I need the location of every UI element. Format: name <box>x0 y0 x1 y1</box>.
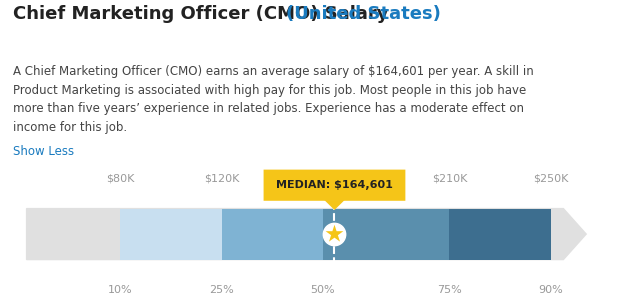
Text: (United States): (United States) <box>286 5 441 23</box>
Text: Show Less: Show Less <box>13 145 74 158</box>
Text: $250K: $250K <box>533 173 568 183</box>
Text: $160K: $160K <box>305 173 341 183</box>
Text: $80K: $80K <box>106 173 134 183</box>
Text: Chief Marketing Officer (CMO) Salary: Chief Marketing Officer (CMO) Salary <box>13 5 394 23</box>
Text: 25%: 25% <box>209 285 234 295</box>
Text: MEDIAN: $164,601: MEDIAN: $164,601 <box>276 180 393 190</box>
Text: 50%: 50% <box>311 285 335 295</box>
Text: $210K: $210K <box>432 173 467 183</box>
Polygon shape <box>27 209 586 260</box>
Bar <box>120 209 222 260</box>
Text: 75%: 75% <box>437 285 462 295</box>
Bar <box>449 209 551 260</box>
Text: $120K: $120K <box>204 173 239 183</box>
Polygon shape <box>324 200 344 210</box>
Point <box>329 232 339 237</box>
Text: 10%: 10% <box>108 285 132 295</box>
Point <box>329 232 339 237</box>
FancyBboxPatch shape <box>263 170 405 201</box>
Bar <box>222 209 323 260</box>
Text: 90%: 90% <box>538 285 563 295</box>
Text: A Chief Marketing Officer (CMO) earns an average salary of $164,601 per year. A : A Chief Marketing Officer (CMO) earns an… <box>13 65 534 134</box>
Bar <box>323 209 449 260</box>
